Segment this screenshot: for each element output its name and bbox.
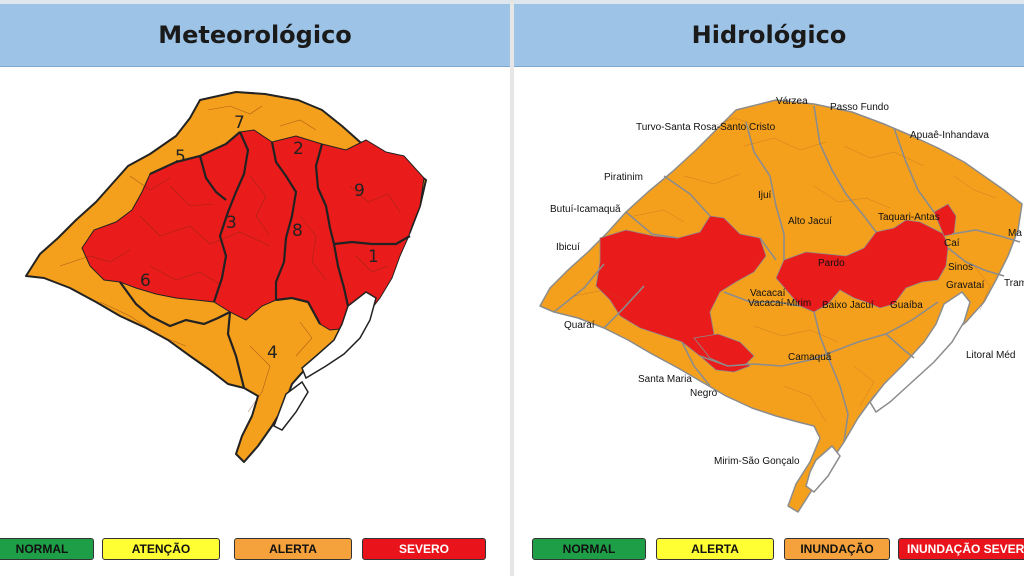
severe-flood-central xyxy=(775,219,949,313)
lagoon xyxy=(301,291,377,380)
region-number-6: 6 xyxy=(140,271,151,291)
meteorological-panel: Meteorológico xyxy=(0,4,510,576)
meteorological-title: Meteorológico xyxy=(158,21,352,49)
region-borders xyxy=(119,131,411,389)
label-mirim: Mirim-São Gonçalo xyxy=(714,456,800,467)
label-baixo-jacui: Baixo Jacuí xyxy=(822,300,874,311)
label-ijui: Ijuí xyxy=(758,190,772,201)
coastal-lagoon xyxy=(273,380,309,431)
legend-hydro-normal: NORMAL xyxy=(532,538,646,560)
meteorological-map: 1 2 3 4 5 6 7 8 9 xyxy=(25,91,427,463)
region-number-4: 4 xyxy=(267,343,278,363)
label-guaiba: Guaíba xyxy=(890,300,923,311)
label-pardo: Pardo xyxy=(818,258,845,269)
region-number-2: 2 xyxy=(293,139,304,159)
label-quarai: Quaraí xyxy=(564,320,595,331)
region-number-1: 1 xyxy=(368,247,379,267)
severe-flood-south xyxy=(693,333,755,367)
panel-divider xyxy=(510,0,514,576)
hydrological-map: Várzea Passo Fundo Turvo-Santa Rosa-Sant… xyxy=(539,96,1024,513)
label-camaqua: Camaquã xyxy=(788,352,832,363)
state-outline-hydro xyxy=(539,99,1023,513)
severe-flood-west xyxy=(595,215,767,373)
label-butui: Butuí-Icamaquã xyxy=(550,204,621,215)
meteorological-header: Meteorológico xyxy=(0,4,510,67)
region-number-3: 3 xyxy=(226,213,237,233)
legend-alerta: ALERTA xyxy=(234,538,352,560)
legend-hydro-alerta: ALERTA xyxy=(656,538,774,560)
hydrological-panel: Hidrológico xyxy=(514,4,1024,576)
region-number-5: 5 xyxy=(175,147,186,167)
label-vacacai: Vacacaí xyxy=(750,288,786,299)
mirim-lagoon xyxy=(805,444,841,494)
legend-atencao: ATENÇÃO xyxy=(102,538,220,560)
label-alto-jacui: Alto Jacuí xyxy=(788,216,832,227)
label-sinos: Sinos xyxy=(948,262,973,273)
label-piratinim: Piratinim xyxy=(604,172,643,183)
severe-flood-east xyxy=(933,203,957,237)
label-passo-fundo: Passo Fundo xyxy=(830,102,889,113)
label-vacacai-mirim: Vacacaí-Mirim xyxy=(748,298,811,309)
label-varzea: Várzea xyxy=(776,96,808,107)
legend-hydro-inundacao-severa: INUNDAÇÃO SEVERA xyxy=(898,538,1024,560)
region-number-7: 7 xyxy=(234,113,245,133)
label-santa-maria: Santa Maria xyxy=(638,374,692,385)
label-taquari: Taquari-Antas xyxy=(878,212,940,223)
label-gravatai: Gravataí xyxy=(946,280,985,291)
municipal-lines-hydro xyxy=(573,117,997,423)
region-number-9: 9 xyxy=(354,181,365,201)
region-number-8: 8 xyxy=(292,221,303,241)
legend-normal: NORMAL xyxy=(0,538,94,560)
label-apuae: Apuaê-Inhandava xyxy=(910,130,989,141)
label-negro: Negro xyxy=(690,388,718,399)
label-tram: Tram xyxy=(1004,278,1024,289)
basin-boundaries xyxy=(553,105,1021,443)
patos-lagoon xyxy=(869,290,971,414)
label-litoral: Litoral Méd xyxy=(966,350,1015,361)
municipal-lines xyxy=(59,105,401,413)
hydrological-header: Hidrológico xyxy=(514,4,1024,67)
label-turvo: Turvo-Santa Rosa-Santo Cristo xyxy=(636,122,776,133)
legend-severo: SEVERO xyxy=(362,538,486,560)
hydrological-title: Hidrológico xyxy=(691,21,847,49)
label-ibicui: Ibicuí xyxy=(556,242,580,253)
label-cai: Caí xyxy=(944,238,960,249)
legend-hydro-inundacao: INUNDAÇÃO xyxy=(784,538,890,560)
label-ma: Ma xyxy=(1008,228,1022,239)
